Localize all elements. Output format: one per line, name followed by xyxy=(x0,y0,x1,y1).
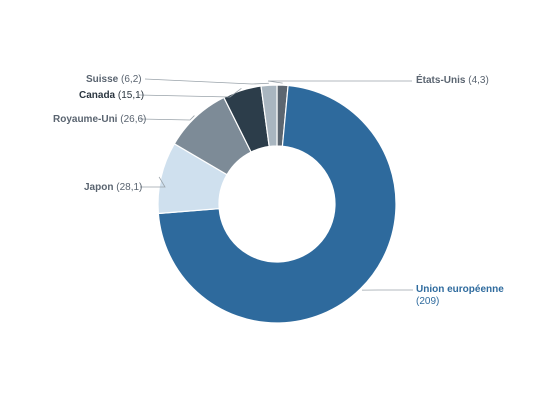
label-japon-value: 28,1 xyxy=(119,182,140,193)
label-suisse-name: Suisse xyxy=(86,74,119,85)
leader-line-5 xyxy=(144,78,269,85)
leader-line-4 xyxy=(138,88,242,98)
slice-union-europeenne xyxy=(157,84,397,324)
label-union-europeenne: Union européenne (209) xyxy=(416,284,504,307)
label-royaume-uni: Royaume-Uni (26,6) xyxy=(53,114,147,125)
label-suisse-value: 6,2 xyxy=(124,74,139,85)
label-royaume-uni-value: 26,6 xyxy=(123,114,144,125)
label-japon-name: Japon xyxy=(84,182,114,193)
leader-line-3 xyxy=(139,115,195,121)
label-etats-unis-name: États-Unis xyxy=(416,75,466,86)
label-union-europeenne-value: 209 xyxy=(419,296,437,307)
label-royaume-uni-name: Royaume-Uni xyxy=(53,114,118,125)
label-canada: Canada (15,1) xyxy=(79,90,145,101)
label-japon: Japon (28,1) xyxy=(84,182,143,193)
label-etats-unis: États-Unis (4,3) xyxy=(416,75,489,86)
label-suisse: Suisse (6,2) xyxy=(86,74,142,85)
leader-line-2 xyxy=(140,176,166,188)
label-canada-name: Canada xyxy=(79,90,116,101)
label-etats-unis-value: 4,3 xyxy=(471,75,486,86)
label-union-europeenne-name: Union européenne xyxy=(416,284,504,295)
slice-suisse xyxy=(260,84,278,148)
label-canada-value: 15,1 xyxy=(121,90,141,101)
leader-line-0 xyxy=(267,80,412,84)
